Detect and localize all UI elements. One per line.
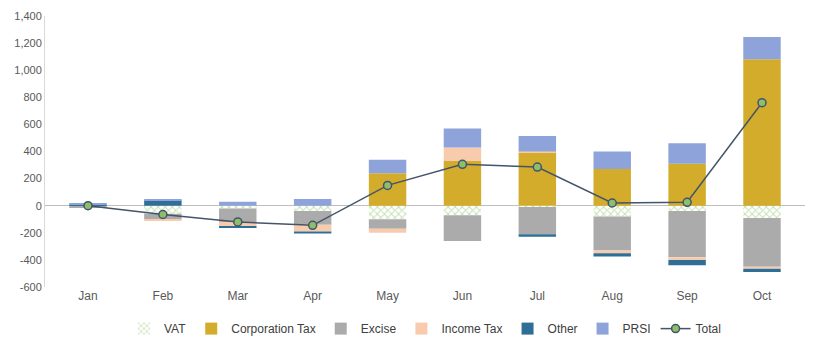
svg-text:Mar: Mar: [227, 289, 248, 303]
svg-text:Aug: Aug: [602, 289, 623, 303]
svg-text:Jul: Jul: [530, 289, 545, 303]
svg-text:May: May: [376, 289, 399, 303]
svg-text:VAT: VAT: [164, 322, 186, 336]
svg-text:Jan: Jan: [78, 289, 97, 303]
svg-text:Feb: Feb: [153, 289, 174, 303]
svg-text:Jun: Jun: [453, 289, 472, 303]
svg-text:PRSI: PRSI: [623, 322, 651, 336]
svg-text:-400: -400: [20, 254, 42, 266]
svg-text:Other: Other: [548, 322, 578, 336]
svg-text:-600: -600: [20, 281, 42, 293]
svg-text:Income Tax: Income Tax: [441, 322, 502, 336]
svg-text:400: 400: [23, 145, 41, 157]
svg-text:1,400: 1,400: [14, 10, 42, 22]
svg-text:800: 800: [23, 91, 41, 103]
svg-text:1,200: 1,200: [14, 37, 42, 49]
svg-text:200: 200: [23, 172, 41, 184]
svg-text:Total: Total: [696, 322, 721, 336]
svg-text:Apr: Apr: [303, 289, 322, 303]
svg-text:-200: -200: [20, 227, 42, 239]
svg-text:0: 0: [36, 200, 42, 212]
svg-text:Corporation Tax: Corporation Tax: [231, 322, 316, 336]
svg-text:600: 600: [23, 118, 41, 130]
svg-text:1,000: 1,000: [14, 64, 42, 76]
svg-text:Excise: Excise: [361, 322, 397, 336]
svg-text:Oct: Oct: [753, 289, 772, 303]
svg-text:Sep: Sep: [676, 289, 698, 303]
